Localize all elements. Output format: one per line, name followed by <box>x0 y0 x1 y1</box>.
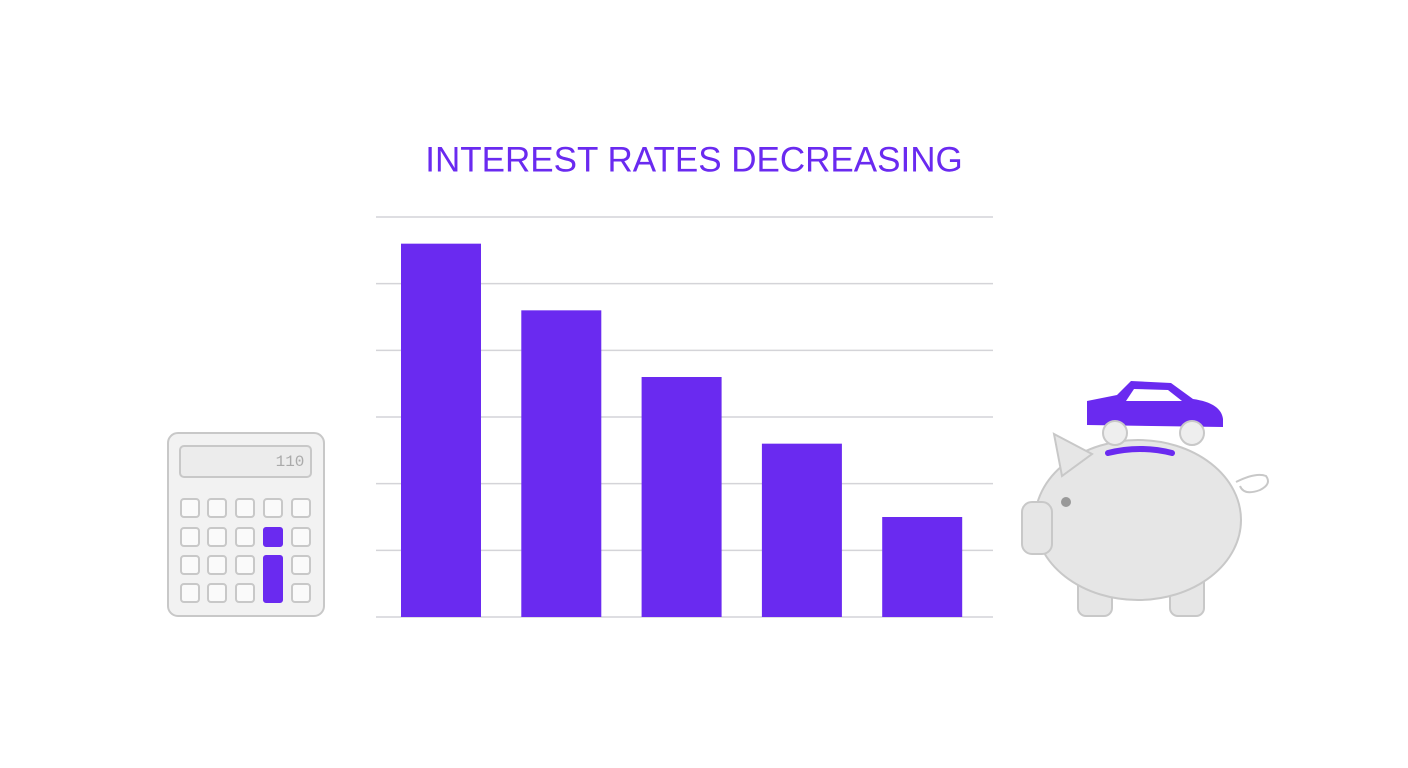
bar <box>882 517 963 617</box>
bar <box>401 243 481 617</box>
piggy-bank-icon <box>1021 432 1269 617</box>
bar <box>521 310 602 617</box>
chart-title: INTEREST RATES DECREASING <box>425 140 962 179</box>
calculator-icon <box>167 432 325 617</box>
bar <box>641 377 722 617</box>
bar <box>761 443 842 617</box>
car-icon <box>1087 381 1223 446</box>
calculator-display: 110 <box>276 453 305 471</box>
